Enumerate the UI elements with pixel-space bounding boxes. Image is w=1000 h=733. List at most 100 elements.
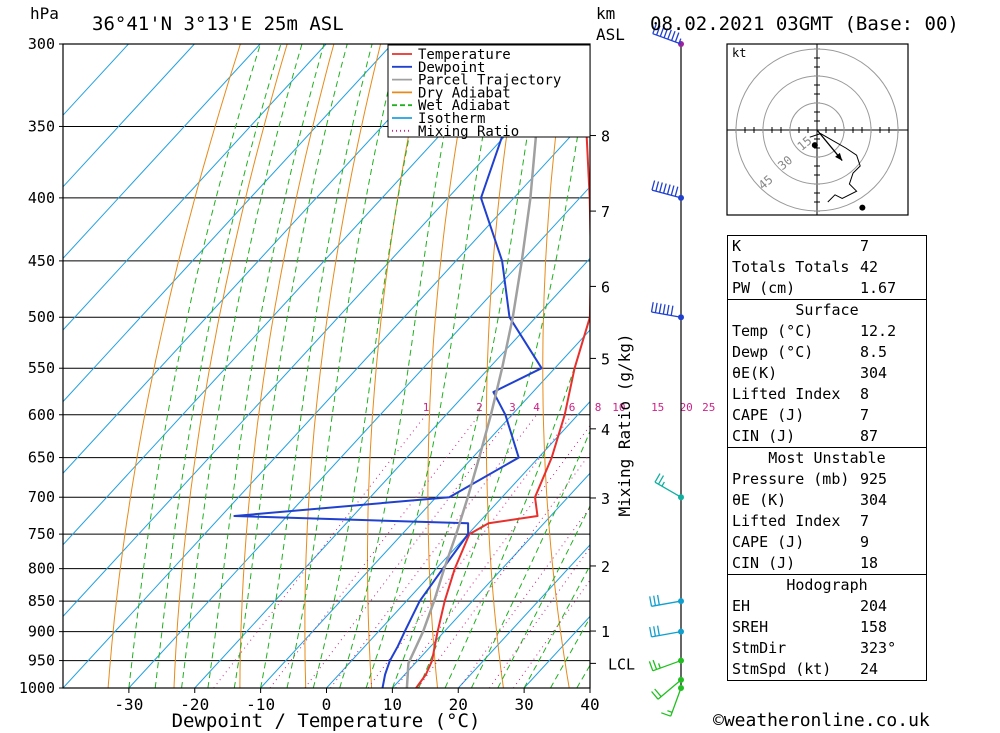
index-value: 9: [860, 533, 870, 551]
dry-adiabat: [239, 44, 335, 688]
wet-adiabat: [260, 44, 373, 688]
legend-label: Temperature: [418, 47, 511, 63]
wind-barb-feather: [657, 663, 661, 669]
isotherm-line: [63, 44, 129, 116]
indices-table: K 7 Totals Totals 42 PW (cm) 1.67 Surface Temp …: [727, 235, 927, 681]
hodograph-point: [811, 142, 818, 149]
index-row: θE (K) 304: [728, 490, 927, 511]
legend-label: Dewpoint: [418, 60, 485, 76]
index-label: Totals Totals: [732, 258, 850, 276]
y-tick-label: 700: [28, 488, 55, 506]
wet-adiabat: [497, 504, 590, 688]
mixing-ratio-axis-label: Mixing Ratio (g/kg): [615, 333, 634, 516]
wind-barb-feather: [670, 30, 676, 41]
index-label: PW (cm): [732, 279, 796, 297]
index-label: Pressure (mb): [732, 470, 850, 488]
index-label: Most Unstable: [727, 447, 927, 469]
y-tick-label: 350: [28, 117, 55, 135]
wet-adiabat: [128, 44, 261, 688]
wind-barb: [648, 657, 684, 672]
wet-adiabat: [312, 44, 430, 688]
index-row: CIN (J) 87: [728, 426, 927, 448]
index-label: θE (K): [732, 491, 787, 509]
y-tick-label: 950: [28, 652, 55, 670]
legend-item: Dry Adiabat: [392, 85, 511, 101]
hodograph-ring: [789, 102, 845, 158]
wet-adiabat: [523, 564, 590, 688]
wind-barb: [651, 676, 684, 700]
index-label: Temp (°C): [732, 322, 814, 340]
wind-barb-staff: [651, 189, 682, 199]
wind-barb-staff: [654, 481, 682, 498]
mixing-ratio-label: 8: [595, 401, 602, 414]
y-tick-label: 300: [28, 35, 55, 53]
wind-barb-feather: [649, 626, 653, 638]
dry-adiabat: [485, 44, 522, 688]
index-row: CIN (J) 18: [728, 553, 927, 575]
index-value: 12.2: [860, 322, 897, 340]
index-value: 7: [860, 512, 870, 530]
series-dewpoint: [233, 44, 543, 688]
x-tick-label: 40: [580, 695, 599, 714]
x-tick-label: 30: [514, 695, 533, 714]
wind-barb: [651, 180, 684, 201]
dry-adiabat: [542, 44, 570, 688]
mixing-ratio-line: [417, 452, 590, 688]
km-tick-label: 8: [601, 128, 610, 146]
x-tick-label: 0: [322, 695, 332, 714]
index-value: 7: [860, 237, 870, 255]
wind-barb-feather: [652, 24, 657, 34]
km-tick-label: 2: [601, 558, 610, 576]
index-value: 87: [860, 427, 879, 445]
mixing-ratio-label: 20: [680, 401, 693, 414]
legend-item: Parcel Trajectory: [392, 73, 561, 89]
isotherm-line: [457, 544, 590, 688]
wind-barb-staff: [670, 687, 682, 717]
wet-adiabat: [233, 44, 348, 688]
index-row: Pressure (mb) 925: [728, 469, 927, 490]
index-value: 204: [860, 597, 888, 615]
section-header: Hodograph: [727, 574, 927, 596]
wet-adiabat: [418, 55, 590, 688]
index-row: CAPE (J) 7: [728, 405, 927, 426]
isotherm-line: [260, 329, 590, 688]
dry-adiabat: [304, 44, 382, 688]
wind-barb-feather: [652, 659, 658, 670]
series-parcel-trajectory: [405, 44, 545, 688]
isotherm-line: [63, 44, 195, 188]
mixing-ratio-label: 15: [651, 401, 664, 414]
index-row: CAPE (J) 9: [728, 532, 927, 553]
index-label: Lifted Index: [732, 512, 841, 530]
dry-adiabat: [941, 44, 1000, 688]
wind-barb-feather: [661, 712, 671, 717]
index-label: StmSpd (kt): [732, 660, 832, 678]
index-label: Dewp (°C): [732, 343, 814, 361]
index-label: Lifted Index: [732, 385, 841, 403]
wind-barb-feather: [678, 38, 682, 44]
y-tick-label: 850: [28, 592, 55, 610]
mixing-ratio-label: 3: [509, 401, 516, 414]
wind-barb-feather: [658, 303, 662, 314]
index-row: EH 204: [728, 596, 927, 617]
dry-adiabat: [427, 44, 475, 688]
legend-label: Isotherm: [418, 111, 485, 127]
section-header: Most Unstable: [727, 447, 927, 469]
index-label: CIN (J): [732, 554, 796, 572]
wind-barb-feather: [666, 184, 671, 195]
datetime-title: 08.02.2021 03GMT (Base: 00): [650, 13, 959, 35]
wet-adiabat: [391, 44, 543, 688]
wind-barb-feather: [651, 180, 656, 191]
wet-adiabat: [444, 315, 590, 688]
legend-item: Temperature: [392, 47, 511, 63]
wind-barb-feather: [663, 28, 669, 39]
index-label: Hodograph: [727, 574, 927, 596]
isotherm-line: [63, 44, 327, 331]
hodograph-unit: kt: [732, 46, 746, 60]
wind-barb-feather: [659, 26, 665, 37]
wind-barb-staff: [651, 600, 682, 607]
legend-label: Dry Adiabat: [418, 85, 511, 101]
mixing-ratio-line: [488, 546, 590, 688]
index-value: 304: [860, 491, 888, 509]
wind-barb-feather: [661, 481, 665, 487]
